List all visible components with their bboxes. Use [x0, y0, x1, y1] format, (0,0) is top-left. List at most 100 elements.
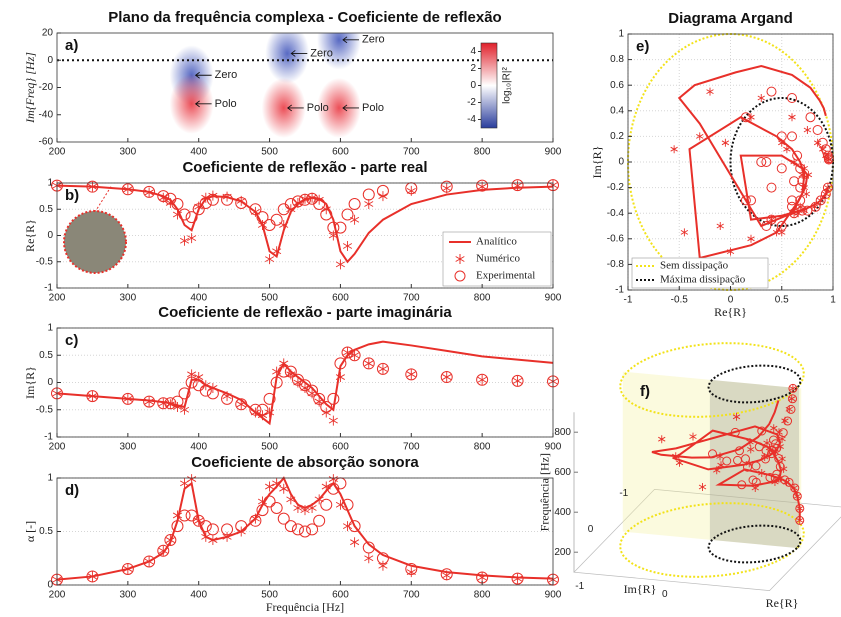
colorbar-tick-label: 4 — [470, 46, 476, 57]
argand-circle — [787, 131, 797, 142]
argand-circle — [787, 195, 797, 206]
chart-title: Coeficiente de absorção sonora — [191, 454, 419, 471]
series-circle — [263, 495, 276, 508]
panel-label: f) — [640, 383, 650, 400]
series-asterisk — [272, 366, 282, 377]
series-circle — [362, 541, 375, 554]
argand3d-asterisk — [713, 466, 721, 475]
y-tick-label: -1 — [615, 285, 624, 296]
x-tick-label: 700 — [403, 590, 420, 601]
series-asterisk — [442, 570, 452, 581]
argand3d-asterisk — [790, 483, 798, 492]
series-circle — [185, 211, 198, 224]
legend-swatch — [455, 254, 465, 264]
chart-title: Diagrama Argand — [668, 10, 792, 27]
argand3d-circle — [774, 454, 784, 464]
x-tick-label: 300 — [120, 147, 137, 158]
series-circle — [178, 208, 191, 221]
argand-asterisk — [813, 138, 822, 147]
series-circle — [291, 523, 304, 536]
x-tick-label: 1 — [830, 295, 836, 306]
annotation-label: Polo — [215, 98, 237, 110]
x-tick-label: 900 — [545, 293, 562, 304]
series-asterisk — [364, 553, 374, 564]
y-axis-label: Im{R} — [624, 582, 657, 596]
argand-asterisk — [747, 234, 755, 243]
series-asterisk — [350, 350, 360, 361]
argand-asterisk — [721, 138, 730, 147]
argand-asterisk — [680, 228, 689, 237]
argand-circle — [822, 182, 833, 193]
y-axis-label: Im{R} — [590, 146, 604, 179]
x-tick-label: 600 — [332, 442, 349, 453]
series-asterisk — [87, 391, 97, 402]
panel-label: e) — [636, 38, 649, 55]
series-asterisk — [265, 481, 275, 492]
series-circle — [192, 203, 205, 216]
y-tick-label: -0.6 — [607, 233, 625, 244]
y-tick-label: 0 — [47, 55, 53, 66]
series-asterisk — [201, 531, 211, 542]
argand3d-circle — [757, 426, 767, 436]
series-asterisk — [257, 220, 268, 230]
series-asterisk — [350, 537, 360, 548]
annotation-label: Zero — [215, 69, 238, 81]
cylinder-ring — [707, 524, 802, 564]
annotation-arrow — [194, 71, 212, 79]
series-circle — [270, 501, 283, 514]
series-circle — [121, 392, 134, 405]
series-asterisk — [342, 347, 353, 358]
series-line — [56, 184, 554, 264]
argand3d-circle — [771, 439, 780, 449]
series-asterisk — [158, 545, 168, 556]
y-tick-label: -0.4 — [607, 208, 625, 219]
argand3d-asterisk — [751, 484, 759, 492]
series-asterisk — [513, 375, 523, 386]
panel-label: a) — [65, 37, 78, 54]
series-circle — [440, 180, 453, 193]
argand3d-circle — [784, 477, 794, 487]
x-tick-label: 400 — [190, 293, 207, 304]
series-circle — [320, 208, 333, 221]
argand-asterisk — [670, 145, 678, 154]
series-asterisk — [144, 187, 154, 198]
argand3d-circle — [772, 443, 782, 453]
x-tick-label: 500 — [261, 147, 278, 158]
argand-circle — [810, 201, 821, 212]
argand-asterisk — [817, 196, 825, 205]
y-tick-label: -0.5 — [36, 256, 54, 267]
z-tick-label: 600 — [554, 467, 571, 478]
argand-circle — [789, 208, 800, 219]
series-circle — [178, 387, 191, 400]
argand-asterisk — [747, 113, 755, 122]
x-tick-label: 800 — [474, 293, 491, 304]
x-tick-label: 0.5 — [775, 295, 789, 306]
series-circle — [206, 193, 219, 206]
panel-label: b) — [65, 187, 79, 204]
y-tick-label: -1 — [619, 488, 628, 499]
series-circle — [199, 520, 212, 533]
y-axis-label: Im{Freq} [Hz] — [23, 52, 37, 124]
series-circle — [476, 373, 489, 386]
series-circle — [143, 395, 156, 408]
series-circle — [376, 552, 389, 565]
x-tick-label: 400 — [190, 590, 207, 601]
y-tick-label: 0.4 — [610, 105, 624, 116]
series-asterisk — [187, 474, 197, 485]
x-tick-label: 700 — [403, 442, 420, 453]
series-asterisk — [406, 369, 416, 380]
y-tick-label: -1 — [44, 283, 53, 294]
series-asterisk — [265, 254, 275, 265]
argand-asterisk — [778, 228, 786, 237]
argand-circle — [740, 112, 751, 123]
argand3d-circle — [761, 446, 771, 456]
argand-asterisk — [706, 87, 714, 96]
chart-title: Coeficiente de reflexão - parte real — [182, 159, 427, 176]
x-tick-label: 300 — [120, 442, 137, 453]
series-circle — [199, 384, 212, 397]
argand3d-asterisk — [789, 384, 797, 393]
argand-circle — [820, 189, 831, 199]
z-tick-label: 400 — [554, 507, 571, 518]
series-asterisk — [300, 505, 310, 516]
series-asterisk — [335, 259, 345, 270]
